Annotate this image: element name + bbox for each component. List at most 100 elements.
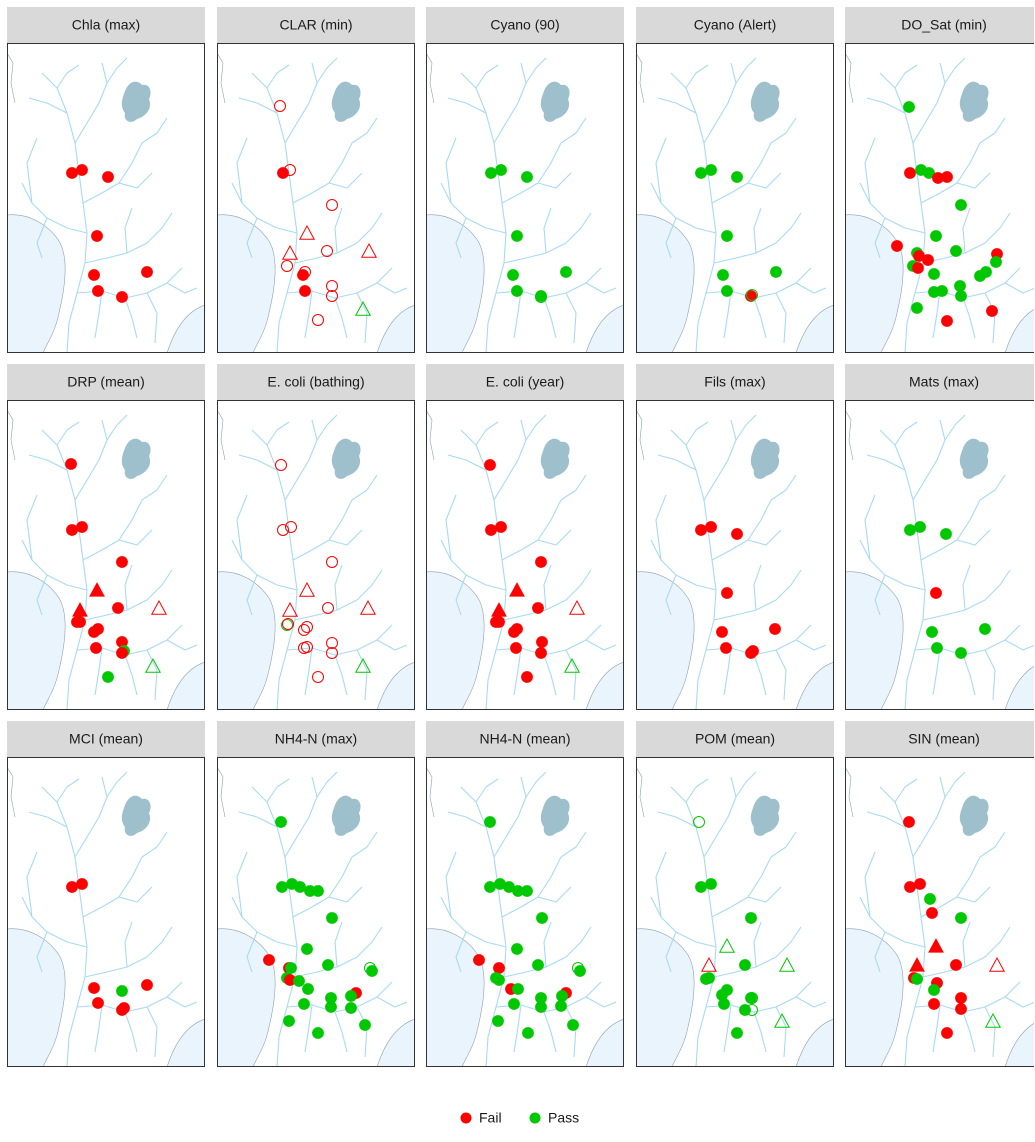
site-marker bbox=[486, 525, 497, 536]
site-marker bbox=[942, 172, 953, 183]
site-marker bbox=[323, 960, 334, 971]
site-marker bbox=[732, 172, 743, 183]
site-marker bbox=[912, 974, 923, 985]
basemap bbox=[7, 410, 205, 710]
site-marker bbox=[89, 983, 100, 994]
site-marker bbox=[706, 879, 717, 890]
site-marker bbox=[276, 460, 287, 471]
site-marker bbox=[513, 984, 524, 995]
site-marker bbox=[264, 955, 275, 966]
panel: Cyano (90) bbox=[426, 8, 624, 354]
site-marker bbox=[360, 1020, 371, 1031]
site-marker bbox=[91, 643, 102, 654]
site-marker bbox=[932, 643, 943, 654]
panel-title: DRP (mean) bbox=[67, 374, 145, 390]
site-marker bbox=[925, 894, 936, 905]
panel-title: CLAR (min) bbox=[279, 17, 352, 33]
site-marker bbox=[905, 168, 916, 179]
site-marker bbox=[732, 529, 743, 540]
site-marker bbox=[485, 882, 496, 893]
site-marker bbox=[494, 617, 505, 628]
site-marker bbox=[740, 960, 751, 971]
site-marker bbox=[494, 963, 505, 974]
site-marker bbox=[986, 1014, 1000, 1027]
site-marker bbox=[717, 627, 728, 638]
panel: Chla (max) bbox=[7, 8, 205, 354]
site-marker bbox=[89, 627, 100, 638]
site-marker bbox=[722, 588, 733, 599]
site-marker bbox=[282, 261, 293, 272]
site-marker bbox=[322, 246, 333, 257]
site-marker bbox=[956, 1004, 967, 1015]
panel-title: DO_Sat (min) bbox=[901, 17, 987, 33]
site-marker bbox=[327, 557, 338, 568]
panel: NH4-N (max) bbox=[217, 722, 415, 1068]
panel-title: Cyano (90) bbox=[490, 17, 559, 33]
site-marker bbox=[927, 627, 938, 638]
site-marker bbox=[67, 525, 78, 536]
site-marker bbox=[740, 1005, 751, 1016]
panel: Cyano (Alert) bbox=[636, 8, 834, 354]
site-marker bbox=[510, 583, 524, 596]
site-marker bbox=[956, 200, 967, 211]
basemap bbox=[845, 767, 1035, 1067]
site-marker bbox=[494, 975, 505, 986]
site-marker bbox=[696, 525, 707, 536]
panel-title: E. coli (bathing) bbox=[267, 374, 364, 390]
site-marker bbox=[533, 960, 544, 971]
basemap bbox=[636, 767, 834, 1067]
site-marker bbox=[770, 624, 781, 635]
site-marker bbox=[956, 913, 967, 924]
site-marker bbox=[283, 619, 294, 630]
site-marker bbox=[941, 529, 952, 540]
site-marker bbox=[892, 241, 903, 252]
site-marker bbox=[327, 913, 338, 924]
site-marker bbox=[327, 281, 338, 292]
site-marker bbox=[721, 643, 732, 654]
site-marker bbox=[775, 1014, 789, 1027]
site-marker bbox=[77, 165, 88, 176]
panel: POM (mean) bbox=[636, 722, 834, 1068]
site-marker bbox=[929, 269, 940, 280]
site-marker bbox=[570, 601, 584, 614]
site-marker bbox=[748, 646, 759, 657]
site-marker bbox=[73, 603, 87, 616]
site-marker bbox=[931, 588, 942, 599]
panel: CLAR (min) bbox=[217, 8, 415, 354]
site-marker bbox=[103, 172, 114, 183]
site-marker bbox=[117, 292, 128, 303]
site-marker bbox=[981, 267, 992, 278]
site-marker bbox=[694, 817, 705, 828]
site-marker bbox=[67, 168, 78, 179]
site-marker bbox=[67, 882, 78, 893]
site-marker bbox=[942, 1028, 953, 1039]
site-marker bbox=[557, 991, 568, 1002]
site-marker bbox=[904, 102, 915, 113]
site-marker bbox=[706, 165, 717, 176]
site-marker bbox=[77, 879, 88, 890]
site-marker bbox=[536, 1002, 547, 1013]
site-marker bbox=[485, 460, 496, 471]
site-marker bbox=[512, 231, 523, 242]
site-marker bbox=[912, 303, 923, 314]
site-marker bbox=[346, 1003, 357, 1014]
site-marker bbox=[732, 1028, 743, 1039]
site-marker bbox=[910, 958, 924, 971]
site-marker bbox=[522, 672, 533, 683]
site-marker bbox=[942, 316, 953, 327]
site-marker bbox=[956, 648, 967, 659]
site-marker bbox=[955, 281, 966, 292]
site-marker bbox=[326, 1002, 337, 1013]
site-marker bbox=[75, 617, 86, 628]
basemap bbox=[426, 410, 624, 710]
basemap bbox=[845, 410, 1035, 710]
site-marker bbox=[508, 270, 519, 281]
panel-title: Fils (max) bbox=[704, 374, 765, 390]
site-marker bbox=[704, 973, 715, 984]
site-marker bbox=[346, 991, 357, 1002]
site-marker bbox=[512, 286, 523, 297]
panel: DRP (mean) bbox=[7, 365, 205, 711]
site-marker bbox=[327, 638, 338, 649]
basemap bbox=[636, 53, 834, 353]
site-marker bbox=[66, 459, 77, 470]
